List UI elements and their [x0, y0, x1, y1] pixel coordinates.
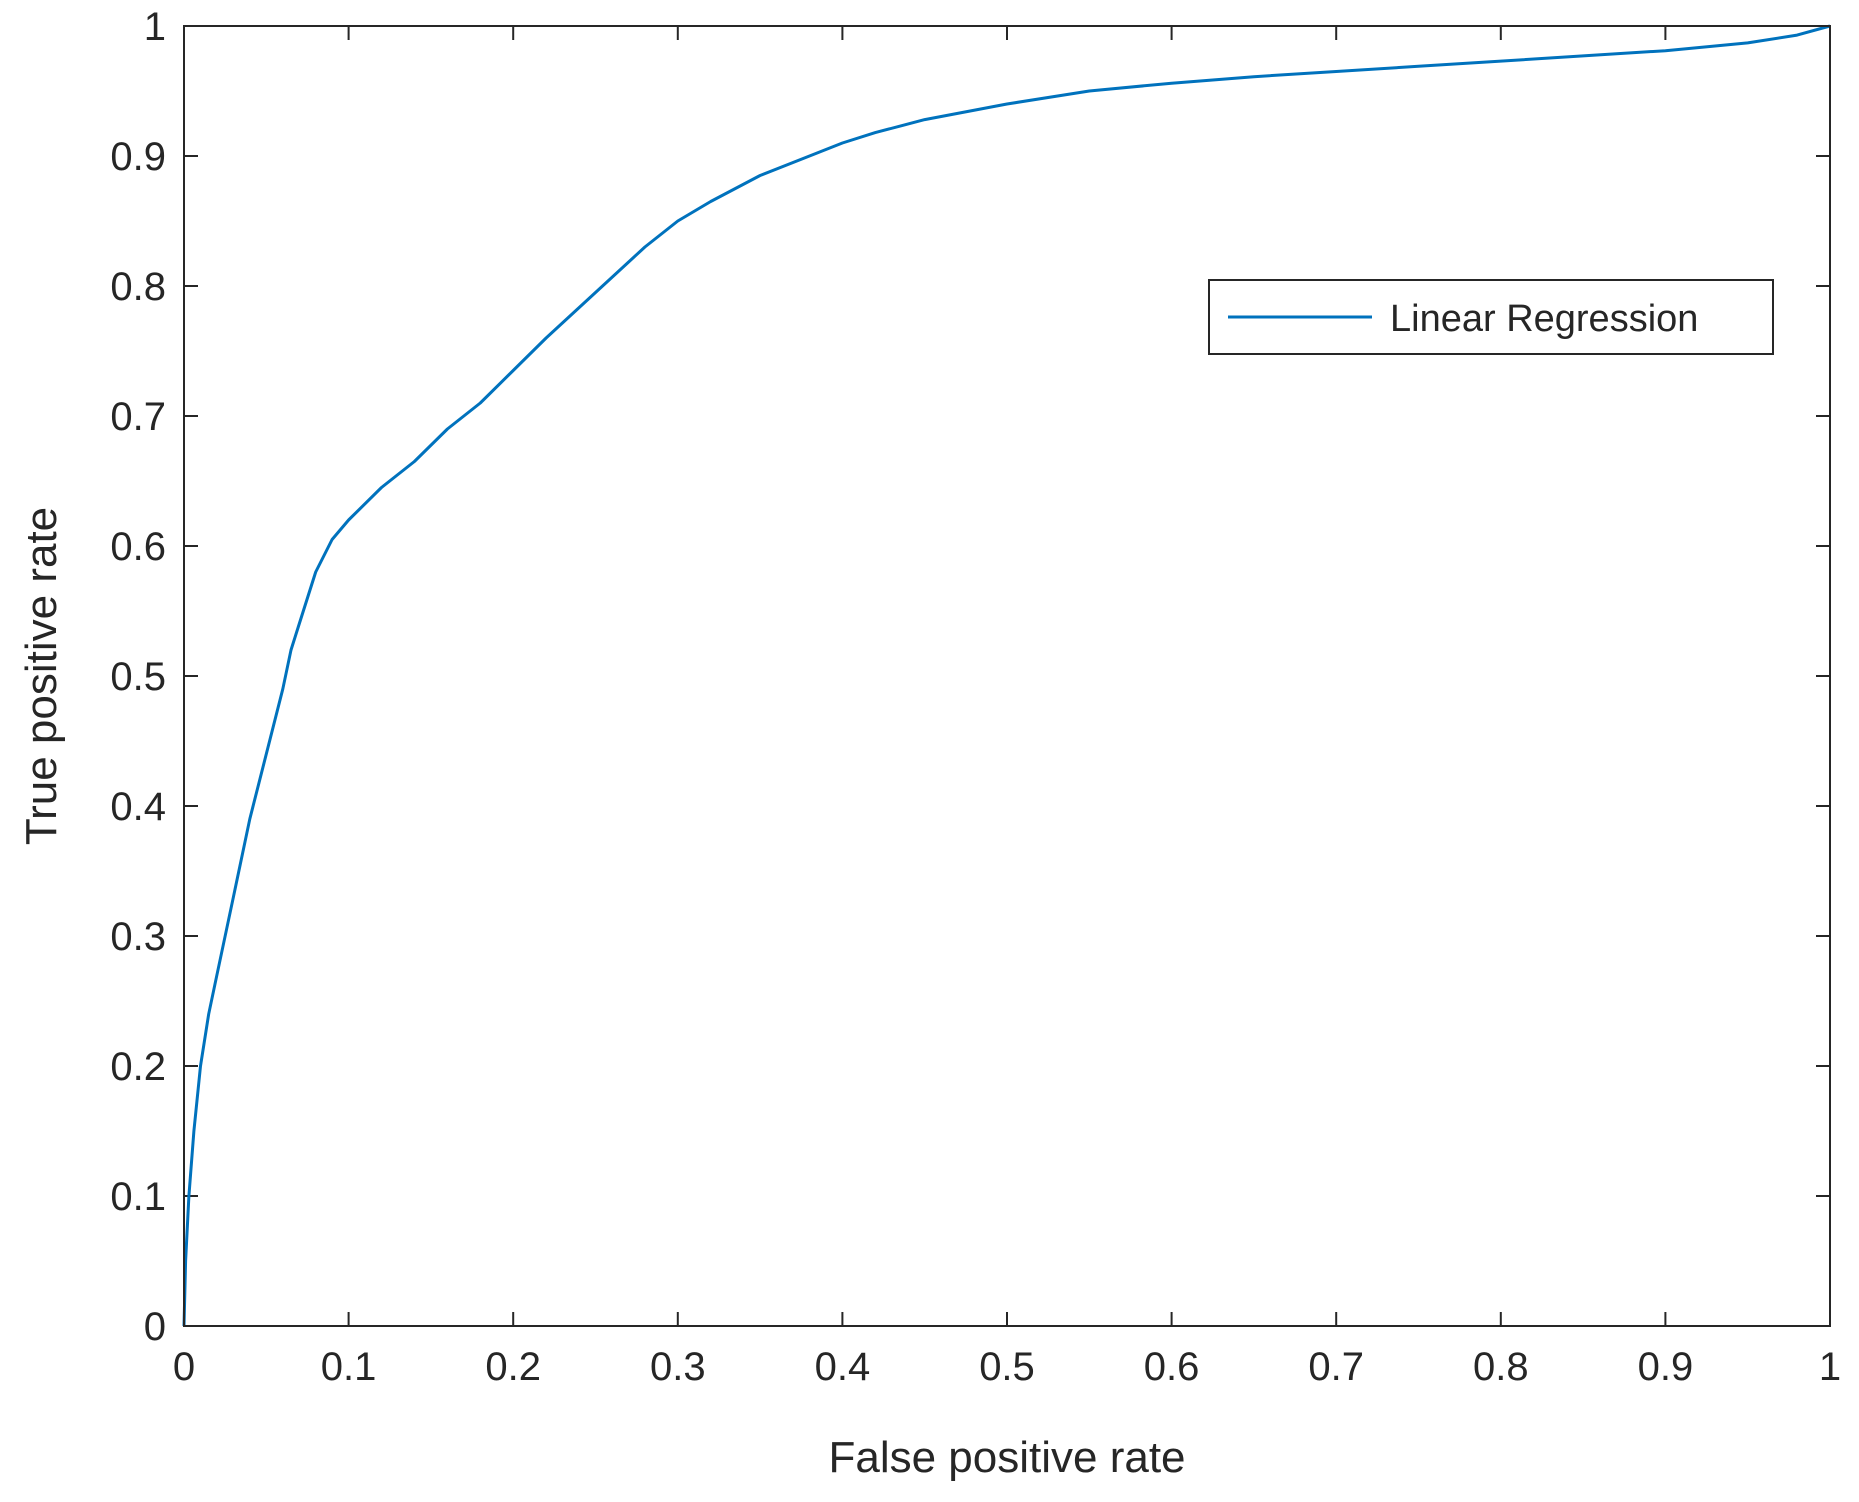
x-tick-label: 0.3 [650, 1345, 706, 1389]
x-tick-label: 0.7 [1308, 1345, 1364, 1389]
y-tick-label: 0.6 [110, 525, 166, 569]
x-tick-label: 0.4 [815, 1345, 871, 1389]
y-tick-label: 0.1 [110, 1175, 166, 1219]
x-tick-label: 0 [173, 1345, 195, 1389]
y-tick-label: 0.8 [110, 265, 166, 309]
legend-label-linear-regression: Linear Regression [1390, 298, 1698, 340]
plot-frame [183, 25, 1831, 1327]
y-tick-label: 0.2 [110, 1045, 166, 1089]
series-line-linear-regression [182, 24, 1831, 1327]
y-tick-label: 0.4 [110, 785, 166, 829]
x-tick-label: 0.6 [1144, 1345, 1200, 1389]
y-tick-label: 0.3 [110, 915, 166, 959]
series-group [182, 24, 1831, 1327]
x-tick-label: 0.5 [979, 1345, 1035, 1389]
x-tick-label: 0.1 [321, 1345, 377, 1389]
y-tick-label: 0.9 [110, 135, 166, 179]
x-tick-label: 1 [1819, 1345, 1841, 1389]
y-tick-label: 0 [144, 1305, 166, 1349]
y-tick-label: 0.7 [110, 395, 166, 439]
x-tick-group: 0 0.1 0.2 0.3 0.4 0.5 0.6 0.7 0.8 0.9 1 [173, 26, 1841, 1389]
legend: Linear Regression [1208, 279, 1774, 355]
y-axis-label: True positive rate [17, 507, 66, 845]
x-tick-label: 0.2 [485, 1345, 541, 1389]
x-axis-label: False positive rate [828, 1433, 1185, 1482]
y-tick-label: 1 [144, 5, 166, 49]
x-tick-label: 0.8 [1473, 1345, 1529, 1389]
y-tick-label: 0.5 [110, 655, 166, 699]
y-tick-group: 0 0.1 0.2 0.3 0.4 0.5 0.6 0.7 0.8 0.9 1 [110, 5, 1830, 1349]
x-tick-label: 0.9 [1638, 1345, 1694, 1389]
